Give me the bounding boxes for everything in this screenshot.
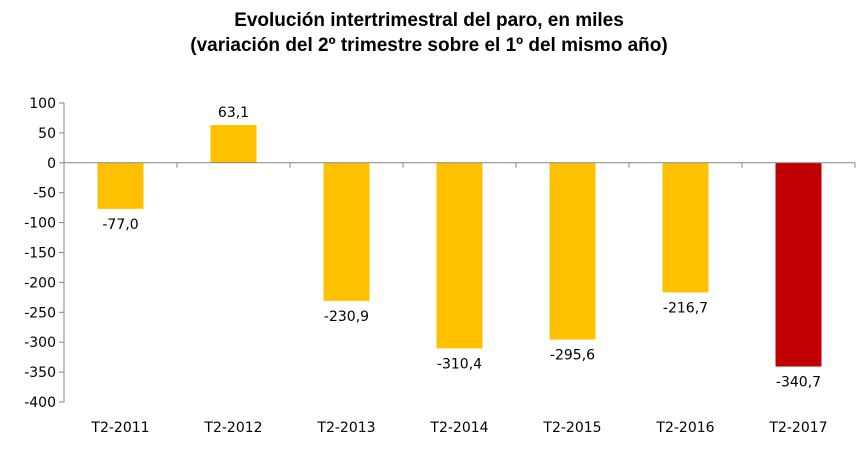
y-tick-label: -350 bbox=[24, 365, 56, 381]
y-tick-label: -400 bbox=[24, 395, 56, 411]
data-label: -230,9 bbox=[324, 309, 369, 325]
y-tick-label: -50 bbox=[33, 186, 56, 202]
bar bbox=[436, 162, 483, 349]
bar bbox=[323, 162, 370, 301]
data-label: 63,1 bbox=[218, 105, 249, 121]
y-tick-label: 0 bbox=[47, 156, 56, 172]
bar bbox=[549, 162, 596, 340]
bar bbox=[775, 162, 822, 367]
y-tick-label: -100 bbox=[24, 216, 56, 232]
y-tick-label: -250 bbox=[24, 305, 56, 321]
chart-subtitle: (variación del 2º trimestre sobre el 1º … bbox=[190, 35, 668, 56]
bar bbox=[210, 125, 257, 163]
y-tick-label: 100 bbox=[29, 96, 56, 112]
y-tick-label: -200 bbox=[24, 275, 56, 291]
y-tick-label: 50 bbox=[38, 126, 56, 142]
data-label: -216,7 bbox=[663, 300, 708, 316]
y-tick-label: -300 bbox=[24, 335, 56, 351]
chart-title: Evolución intertrimestral del paro, en m… bbox=[234, 10, 624, 31]
x-tick-label: T2-2012 bbox=[203, 420, 262, 436]
y-tick-label: -150 bbox=[24, 246, 56, 262]
data-label: -77,0 bbox=[102, 217, 138, 233]
data-label: -340,7 bbox=[776, 375, 821, 391]
bar bbox=[662, 162, 709, 293]
x-tick-label: T2-2011 bbox=[90, 420, 149, 436]
x-tick-label: T2-2013 bbox=[316, 420, 375, 436]
x-tick-label: T2-2017 bbox=[768, 420, 827, 436]
x-tick-label: T2-2015 bbox=[542, 420, 601, 436]
bar bbox=[97, 162, 144, 209]
data-label: -310,4 bbox=[437, 356, 482, 372]
data-label: -295,6 bbox=[550, 348, 595, 364]
x-tick-label: T2-2014 bbox=[429, 420, 488, 436]
x-tick-label: T2-2016 bbox=[655, 420, 714, 436]
